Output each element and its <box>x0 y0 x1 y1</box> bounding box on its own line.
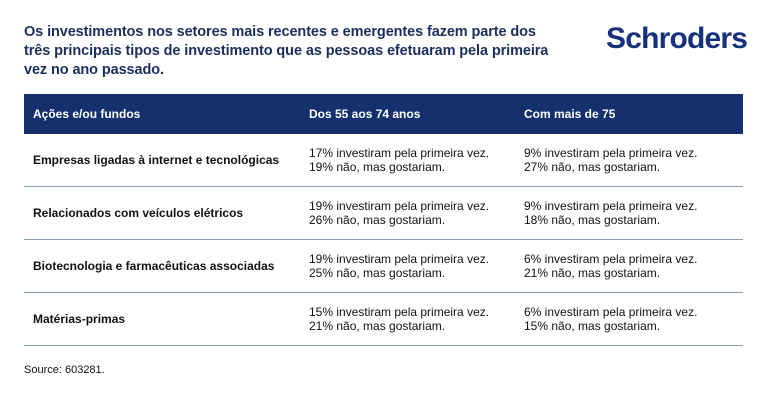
cell-75-plus: 9% investiram pela primeira vez. 27% não… <box>524 146 743 174</box>
first-time-text: 9% investiram pela primeira vez. <box>524 199 698 213</box>
first-time-text: 9% investiram pela primeira vez. <box>524 146 698 160</box>
cell-75-plus: 6% investiram pela primeira vez. 21% não… <box>524 252 743 280</box>
would-like-text: 18% não, mas gostariam. <box>524 213 661 227</box>
would-like-text: 21% não, mas gostariam. <box>524 266 661 280</box>
schroders-logo: Schroders <box>606 22 748 55</box>
first-time-text: 15% investiram pela primeira vez. <box>309 305 490 319</box>
cell-55-74: 17% investiram pela primeira vez. 19% nã… <box>309 146 524 174</box>
cell-75-plus: 6% investiram pela primeira vez. 15% não… <box>524 305 743 333</box>
data-table: Ações e/ou fundos Dos 55 aos 74 anos Com… <box>24 94 743 346</box>
first-time-text: 17% investiram pela primeira vez. <box>309 146 490 160</box>
cell-55-74: 15% investiram pela primeira vez. 21% nã… <box>309 305 524 333</box>
first-time-text: 19% investiram pela primeira vez. <box>309 252 490 266</box>
source-note: Source: 603281. <box>24 364 105 376</box>
row-label: Matérias-primas <box>33 312 126 326</box>
table-row: Relacionados com veículos elétricos 19% … <box>24 187 743 240</box>
cell-55-74: 19% investiram pela primeira vez. 25% nã… <box>309 252 524 280</box>
would-like-text: 25% não, mas gostariam. <box>309 266 446 280</box>
first-time-text: 6% investiram pela primeira vez. <box>524 305 698 319</box>
table-header: Ações e/ou fundos Dos 55 aos 74 anos Com… <box>24 94 743 134</box>
table-row: Empresas ligadas à internet e tecnológic… <box>24 134 743 187</box>
header-55-74: Dos 55 aos 74 anos <box>309 107 421 121</box>
header-75-plus: Com mais de 75 <box>524 107 616 121</box>
table-row: Matérias-primas 15% investiram pela prim… <box>24 293 743 346</box>
header-funds: Ações e/ou fundos <box>33 107 141 121</box>
first-time-text: 19% investiram pela primeira vez. <box>309 199 490 213</box>
would-like-text: 19% não, mas gostariam. <box>309 160 446 174</box>
would-like-text: 27% não, mas gostariam. <box>524 160 661 174</box>
page-title: Os investimentos nos setores mais recent… <box>24 24 549 78</box>
row-label: Biotecnologia e farmacêuticas associadas <box>33 259 275 273</box>
row-label: Relacionados com veículos elétricos <box>33 206 244 220</box>
would-like-text: 26% não, mas gostariam. <box>309 213 446 227</box>
row-label: Empresas ligadas à internet e tecnológic… <box>33 153 280 167</box>
cell-75-plus: 9% investiram pela primeira vez. 18% não… <box>524 199 743 227</box>
would-like-text: 21% não, mas gostariam. <box>309 319 446 333</box>
table-row: Biotecnologia e farmacêuticas associadas… <box>24 240 743 293</box>
first-time-text: 6% investiram pela primeira vez. <box>524 252 698 266</box>
would-like-text: 15% não, mas gostariam. <box>524 319 661 333</box>
cell-55-74: 19% investiram pela primeira vez. 26% nã… <box>309 199 524 227</box>
